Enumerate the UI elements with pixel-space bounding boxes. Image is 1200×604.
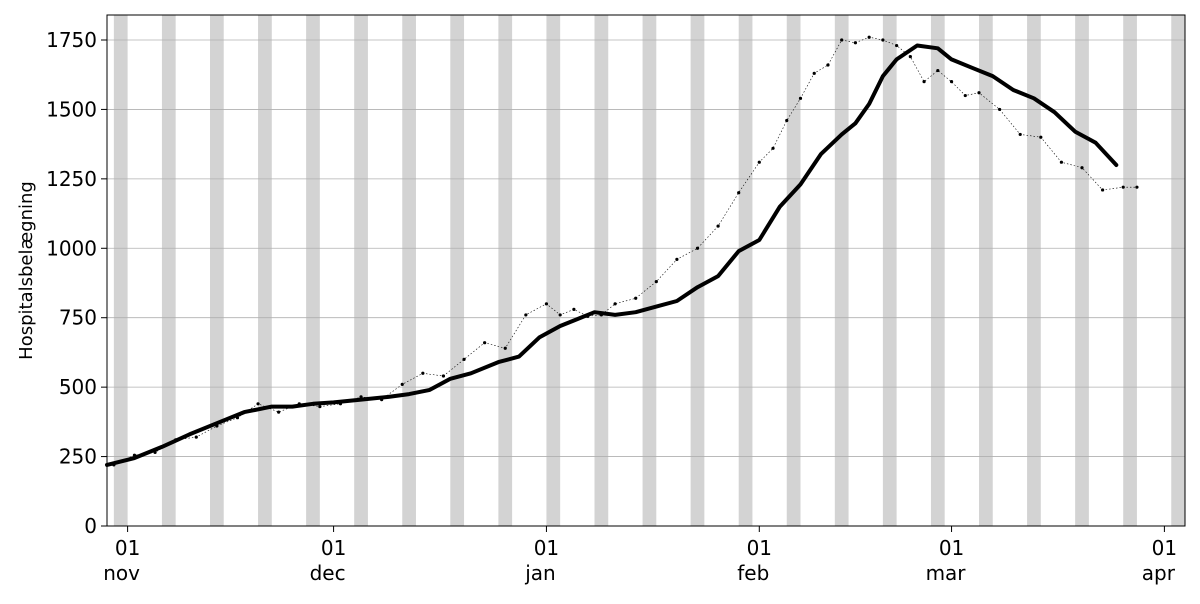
x-tick-month-label: nov — [103, 561, 140, 585]
weekend-band — [786, 15, 801, 526]
x-tick-month-label: dec — [310, 561, 346, 585]
daily-occupancy-point — [318, 404, 322, 409]
weekend-band — [1027, 15, 1041, 526]
daily-occupancy-point — [483, 341, 487, 345]
weekend-band — [306, 15, 320, 526]
x-tick-month-label: mar — [926, 561, 967, 585]
weekend-band — [258, 15, 272, 526]
x-tick-month-label: jan — [524, 561, 556, 585]
daily-occupancy-point — [654, 280, 658, 284]
weekend-band — [546, 15, 561, 526]
weekend-band — [1171, 15, 1185, 526]
daily-occupancy-point — [1059, 160, 1064, 164]
daily-occupancy-point — [1039, 135, 1043, 139]
daily-occupancy-point — [1121, 185, 1125, 189]
daily-occupancy-point — [1101, 188, 1105, 192]
grid-lines — [107, 39, 1185, 457]
daily-occupancy-point — [613, 302, 617, 306]
weekend-band — [113, 15, 128, 526]
daily-occupancy-point — [462, 357, 466, 361]
weekend-band — [834, 15, 849, 526]
weekend-band — [450, 15, 465, 526]
daily-occupancy-point — [812, 71, 816, 75]
weekend-band — [738, 15, 753, 526]
daily-occupancy-point — [1080, 166, 1084, 170]
weekend-bands — [113, 15, 1185, 526]
daily-occupancy-point — [1018, 132, 1022, 137]
weekend-band — [209, 15, 224, 526]
daily-occupancy-point — [798, 96, 803, 100]
x-tick-day-label: 01 — [115, 536, 140, 560]
weekend-band — [161, 15, 176, 526]
y-tick-label: 1750 — [46, 28, 97, 52]
y-tick-label: 1500 — [46, 97, 97, 121]
daily-occupancy-point — [922, 80, 926, 84]
daily-occupancy-point — [256, 402, 260, 406]
daily-occupancy-point — [771, 146, 775, 150]
daily-occupancy-point — [572, 307, 576, 311]
x-tick-day-label: 01 — [939, 536, 964, 560]
daily-occupancy-point — [277, 410, 281, 414]
daily-occupancy-point — [949, 80, 954, 84]
smoothed-occupancy-line — [105, 43, 1119, 467]
x-tick-day-label: 01 — [534, 536, 559, 560]
daily-occupancy-point — [895, 43, 899, 48]
weekend-band — [354, 15, 368, 526]
plot-frame — [106, 14, 1186, 527]
daily-occupancy-point — [421, 371, 425, 375]
y-tick-label: 250 — [59, 445, 97, 469]
daily-occupancy-point — [737, 191, 741, 195]
daily-occupancy-point — [757, 160, 761, 164]
daily-occupancy-point — [695, 246, 700, 250]
daily-occupancy-point — [1135, 185, 1139, 189]
y-tick-label: 750 — [59, 306, 97, 330]
x-tick-day-label: 01 — [321, 536, 346, 560]
daily-occupancy-point — [998, 107, 1002, 112]
x-tick-day-label: 01 — [1152, 536, 1177, 560]
y-tick-label: 1250 — [46, 167, 97, 191]
x-tick-month-label: apr — [1142, 561, 1176, 585]
weekend-band — [1075, 15, 1089, 526]
daily-occupancy-point — [977, 91, 981, 95]
daily-occupancy-point — [503, 346, 507, 350]
daily-occupancy-point — [634, 296, 638, 300]
daily-occupancy-point — [558, 313, 562, 317]
weekend-band — [979, 15, 993, 526]
daily-occupancy-point — [963, 93, 967, 98]
daily-occupancy-point — [400, 382, 404, 386]
daily-occupancy-point — [908, 55, 912, 59]
weekend-band — [882, 15, 897, 526]
daily-occupancy-point — [716, 224, 720, 228]
y-tick-label: 500 — [59, 375, 97, 399]
y-tick-label: 1000 — [46, 236, 97, 260]
daily-occupancy-point — [544, 302, 549, 306]
daily-occupancy-point — [881, 38, 885, 42]
daily-occupancy-point — [194, 435, 198, 439]
daily-occupancy-point — [675, 257, 679, 261]
weekend-band — [1123, 15, 1137, 526]
daily-occupancy-point — [524, 313, 528, 317]
daily-occupancy-point — [785, 118, 789, 123]
daily-occupancy-point — [441, 374, 446, 378]
daily-occupancy-point — [826, 63, 830, 67]
weekend-band — [498, 15, 513, 526]
daily-occupancy-point — [853, 41, 858, 45]
y-axis-label: Hospitalsbelægning — [16, 181, 37, 360]
series-layer — [105, 35, 1139, 467]
x-tick-day-label: 01 — [747, 536, 772, 560]
daily-occupancy-point — [840, 38, 844, 42]
x-tick-month-label: feb — [737, 561, 769, 585]
weekend-band — [690, 15, 705, 526]
y-tick-label: 0 — [84, 514, 97, 538]
weekend-band — [930, 15, 945, 526]
weekend-band — [402, 15, 416, 526]
daily-occupancy-point — [936, 68, 940, 73]
weekend-band — [594, 15, 609, 526]
y-axis-ticks: 0 250 500 750 1000 1250 1500 1750 — [46, 28, 107, 538]
daily-occupancy-point — [867, 35, 871, 39]
weekend-band — [642, 15, 657, 526]
